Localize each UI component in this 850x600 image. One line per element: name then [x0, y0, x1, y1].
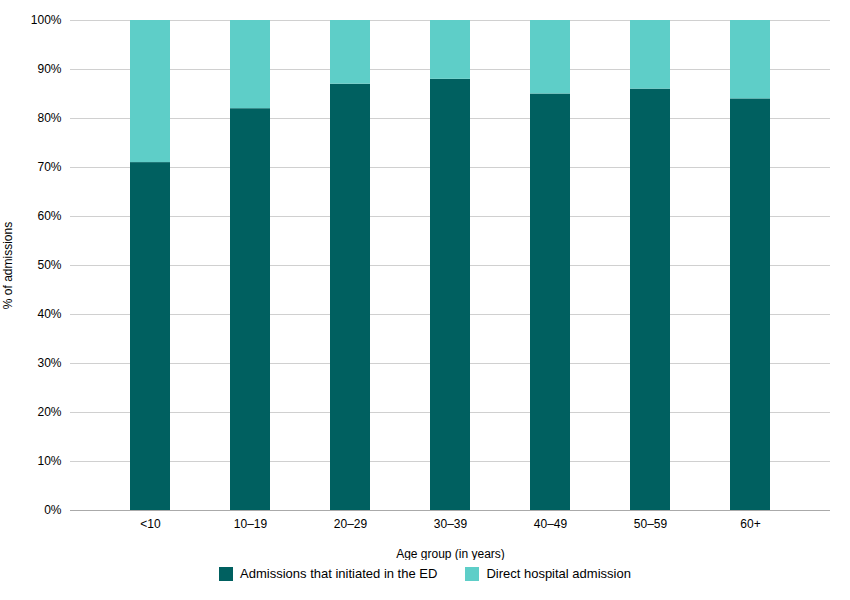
html-text:Admissions that initiated in t: Admissions that initiated in the ED	[240, 566, 438, 581]
svg-text:60%: 60%	[37, 209, 61, 223]
svg-text:10%: 10%	[37, 454, 61, 468]
svg-text:50%: 50%	[37, 258, 61, 272]
svg-text:70%: 70%	[37, 160, 61, 174]
svg-text:Age group (in years): Age group (in years)	[396, 547, 505, 561]
svg-text:20%: 20%	[37, 405, 61, 419]
svg-text:90%: 90%	[37, 62, 61, 76]
svg-text:40%: 40%	[37, 307, 61, 321]
svg-text:<10: <10	[140, 517, 161, 531]
svg-text:20–29: 20–29	[334, 517, 368, 531]
svg-text:30–39: 30–39	[434, 517, 468, 531]
svg-text:50–59: 50–59	[634, 517, 668, 531]
html-text:Direct hospital admission: Direct hospital admission	[486, 566, 631, 581]
svg-text:80%: 80%	[37, 111, 61, 125]
svg-text:100%: 100%	[31, 13, 62, 27]
svg-text:60+: 60+	[740, 517, 760, 531]
svg-text:0%: 0%	[44, 503, 62, 517]
svg-text:% of admissions: % of admissions	[1, 222, 15, 309]
svg-text:30%: 30%	[37, 356, 61, 370]
svg-text:10–19: 10–19	[234, 517, 268, 531]
svg-text:40–49: 40–49	[534, 517, 568, 531]
